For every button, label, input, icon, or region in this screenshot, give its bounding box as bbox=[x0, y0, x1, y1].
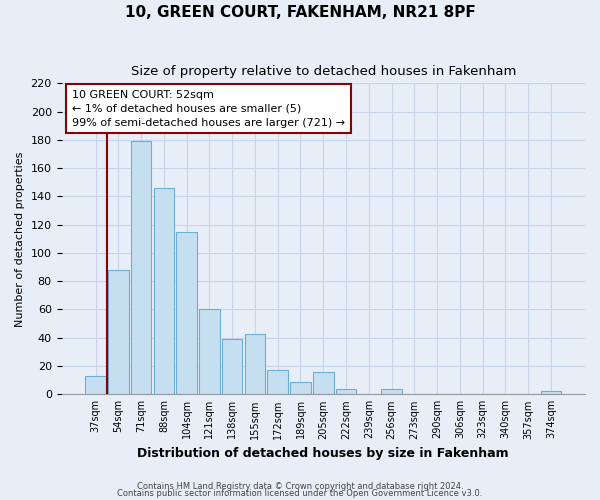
Bar bbox=[131, 142, 151, 394]
Bar bbox=[85, 376, 106, 394]
Bar bbox=[290, 382, 311, 394]
Y-axis label: Number of detached properties: Number of detached properties bbox=[15, 151, 25, 326]
Bar bbox=[176, 232, 197, 394]
X-axis label: Distribution of detached houses by size in Fakenham: Distribution of detached houses by size … bbox=[137, 447, 509, 460]
Bar bbox=[313, 372, 334, 394]
Title: Size of property relative to detached houses in Fakenham: Size of property relative to detached ho… bbox=[131, 65, 516, 78]
Bar bbox=[336, 388, 356, 394]
Text: Contains HM Land Registry data © Crown copyright and database right 2024.: Contains HM Land Registry data © Crown c… bbox=[137, 482, 463, 491]
Bar bbox=[108, 270, 128, 394]
Bar bbox=[245, 334, 265, 394]
Bar bbox=[541, 392, 561, 394]
Text: 10 GREEN COURT: 52sqm
← 1% of detached houses are smaller (5)
99% of semi-detach: 10 GREEN COURT: 52sqm ← 1% of detached h… bbox=[72, 90, 345, 128]
Bar bbox=[382, 388, 402, 394]
Bar bbox=[268, 370, 288, 394]
Text: Contains public sector information licensed under the Open Government Licence v3: Contains public sector information licen… bbox=[118, 490, 482, 498]
Bar bbox=[222, 339, 242, 394]
Bar bbox=[154, 188, 174, 394]
Text: 10, GREEN COURT, FAKENHAM, NR21 8PF: 10, GREEN COURT, FAKENHAM, NR21 8PF bbox=[125, 5, 475, 20]
Bar bbox=[199, 310, 220, 394]
